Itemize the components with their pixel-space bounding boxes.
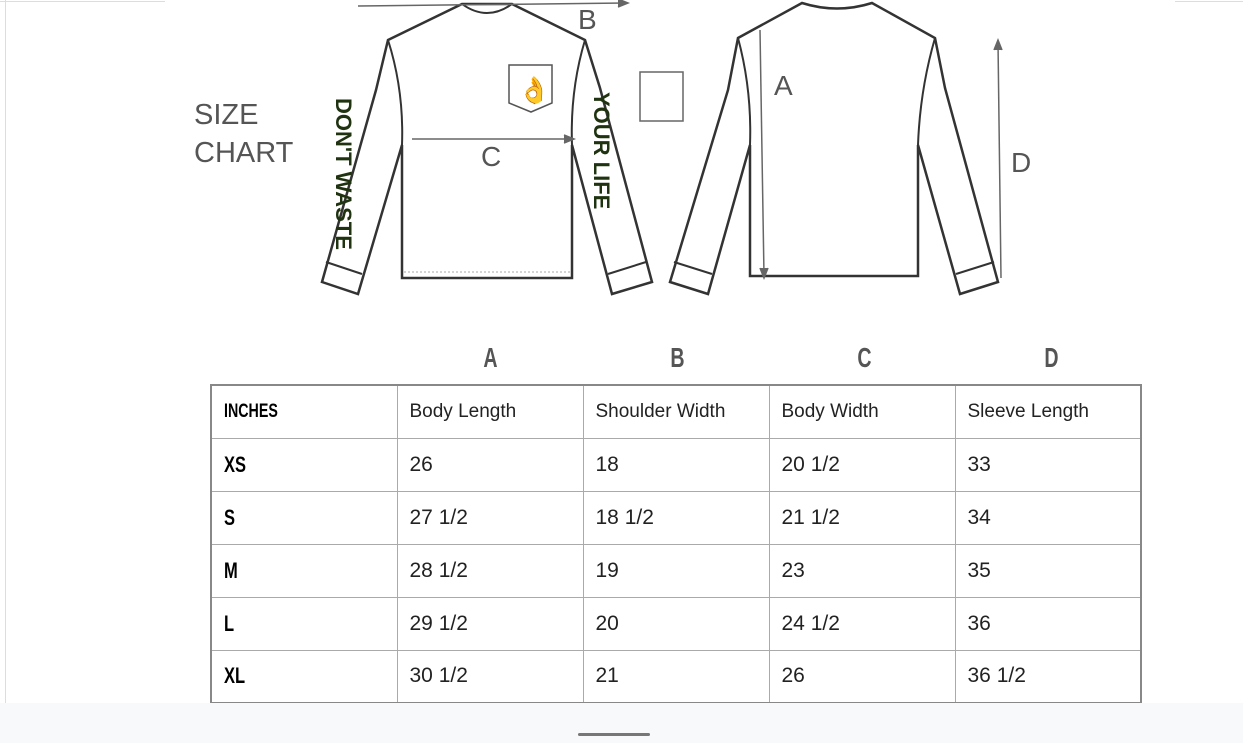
column-letter: D	[1044, 342, 1059, 373]
table-cell: 20	[582, 596, 770, 651]
column-letter: B	[670, 342, 685, 373]
table-cell: 20 1/2	[768, 437, 956, 492]
column-letter: A	[483, 342, 498, 373]
pocket-detail	[639, 71, 684, 122]
title-line: CHART	[194, 137, 294, 169]
size-cell: S	[210, 490, 398, 545]
table-cell: 19	[582, 543, 770, 598]
shirt-diagram: 👌 DON'T WASTE YOUR LIFE B C A D	[320, 0, 1031, 296]
size-cell: M	[210, 543, 398, 598]
table-cell: 18 1/2	[582, 490, 770, 545]
table-cell: 36 1/2	[954, 649, 1142, 704]
header-cell: Sleeve Length	[954, 384, 1142, 439]
header-cell: Shoulder Width	[582, 384, 770, 439]
table-row: XL 30 1/2 21 26 36 1/2	[210, 649, 1142, 704]
header-cell: INCHES	[210, 384, 398, 439]
sleeve-text-right: YOUR LIFE	[589, 92, 614, 209]
table-row: L 29 1/2 20 24 1/2 36	[210, 596, 1142, 651]
sleeve-text-left: DON'T WASTE	[331, 98, 356, 250]
table-cell: 23	[768, 543, 956, 598]
front-shirt: 👌 DON'T WASTE YOUR LIFE	[320, 2, 654, 296]
back-shirt	[668, 1, 1000, 296]
table-cell: 21	[582, 649, 770, 704]
column-letters: A B C D	[397, 342, 1145, 374]
size-cell: L	[210, 596, 398, 651]
label-a: A	[774, 70, 793, 101]
svg-text:👌: 👌	[518, 75, 550, 105]
bottom-sheet-bar	[0, 703, 1243, 743]
size-table: INCHES Body Length Shoulder Width Body W…	[210, 384, 1142, 704]
table-row: XS 26 18 20 1/2 33	[210, 437, 1142, 492]
table-cell: 30 1/2	[396, 649, 584, 704]
table-cell: 21 1/2	[768, 490, 956, 545]
table-cell: 27 1/2	[396, 490, 584, 545]
size-chart-title: SIZE CHART	[194, 96, 293, 172]
table-cell: 28 1/2	[396, 543, 584, 598]
header-cell: Body Width	[768, 384, 956, 439]
size-cell: XL	[210, 649, 398, 704]
frame-border	[1175, 1, 1243, 2]
measure-arrows	[357, 0, 1003, 281]
table-cell: 26	[768, 649, 956, 704]
table-cell: 36	[954, 596, 1142, 651]
size-cell: XS	[210, 437, 398, 492]
label-c: C	[481, 141, 501, 172]
table-row: S 27 1/2 18 1/2 21 1/2 34	[210, 490, 1142, 545]
table-cell: 35	[954, 543, 1142, 598]
drag-handle[interactable]	[578, 733, 650, 736]
label-b: B	[578, 4, 597, 35]
table-cell: 24 1/2	[768, 596, 956, 651]
table-cell: 33	[954, 437, 1142, 492]
frame-border	[5, 0, 6, 705]
table-cell: 18	[582, 437, 770, 492]
table-cell: 26	[396, 437, 584, 492]
header-cell: Body Length	[396, 384, 584, 439]
frame-border	[0, 1, 165, 2]
table-header-row: INCHES Body Length Shoulder Width Body W…	[210, 384, 1142, 439]
table-cell: 29 1/2	[396, 596, 584, 651]
table-row: M 28 1/2 19 23 35	[210, 543, 1142, 598]
title-line: SIZE	[194, 99, 259, 131]
column-letter: C	[857, 342, 872, 373]
label-d: D	[1011, 147, 1031, 178]
table-cell: 34	[954, 490, 1142, 545]
